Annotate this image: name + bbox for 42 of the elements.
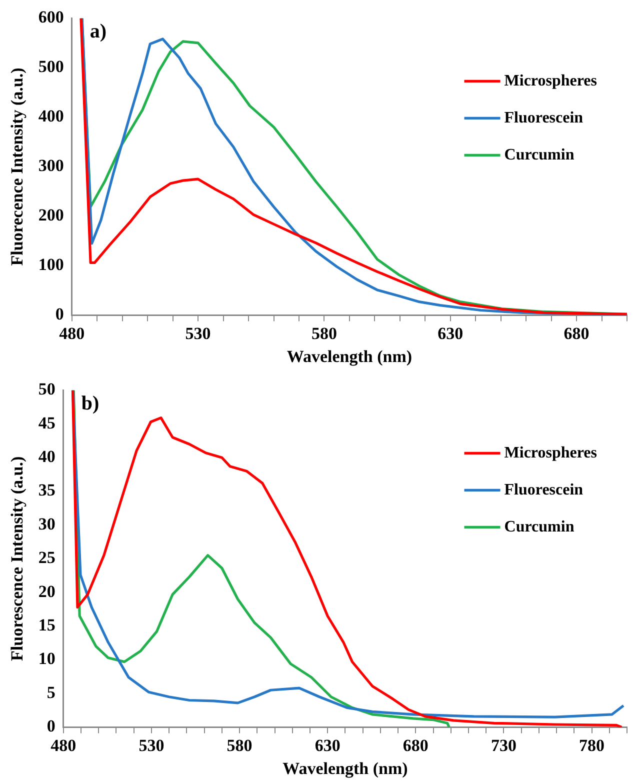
x-tick-label: 630 <box>438 324 464 343</box>
y-tick-label: 35 <box>38 480 56 500</box>
x-tick-label: 580 <box>226 736 252 755</box>
x-tick-label: 680 <box>402 736 428 755</box>
y-tick-label: 10 <box>38 649 56 668</box>
x-tick-label: 530 <box>138 736 164 755</box>
y-tick-label: 400 <box>38 106 64 126</box>
x-tick-label: 630 <box>314 736 340 755</box>
x-tick-label: 480 <box>50 736 76 755</box>
legend-label: Fluorescein <box>504 109 584 126</box>
y-tick-label: 0 <box>55 304 64 324</box>
x-tick-label: 480 <box>59 324 85 343</box>
x-tick-label: 530 <box>185 324 211 343</box>
y-tick-label: 300 <box>38 156 64 176</box>
legend-label: Microspheres <box>504 444 598 462</box>
x-tick-label: 730 <box>490 736 516 755</box>
y-tick-label: 600 <box>38 8 64 27</box>
legend-label: Curcumin <box>504 146 574 164</box>
x-axis-title: Wavelength (nm) <box>282 759 408 778</box>
x-tick-label: 580 <box>311 324 337 343</box>
y-tick-label: 30 <box>38 514 56 534</box>
y-tick-label: 5 <box>46 682 56 702</box>
legend-label: Microspheres <box>504 72 598 90</box>
y-tick-label: 40 <box>38 446 56 466</box>
y-tick-label: 45 <box>38 413 56 432</box>
y-tick-label: 100 <box>38 255 64 274</box>
annotation: b) <box>81 392 100 414</box>
x-tick-label: 680 <box>564 324 590 343</box>
y-axis-title: Fluorecence Intensity (a.u.) <box>8 68 27 266</box>
annotation: a) <box>90 20 107 42</box>
x-tick-label: 780 <box>579 736 605 755</box>
y-tick-label: 15 <box>38 615 56 634</box>
y-tick-label: 20 <box>38 582 56 601</box>
legend-label: Fluorescein <box>504 481 584 498</box>
y-axis-title: Fluorescence Intensity (a.u.) <box>8 456 27 662</box>
y-tick-label: 25 <box>38 548 56 568</box>
y-tick-label: 500 <box>38 57 64 76</box>
x-axis-title: Wavelength (nm) <box>286 347 412 366</box>
y-tick-label: 200 <box>38 206 64 225</box>
legend-label: Curcumin <box>504 518 574 536</box>
y-tick-label: 50 <box>38 380 56 399</box>
y-tick-label: 0 <box>46 716 56 736</box>
